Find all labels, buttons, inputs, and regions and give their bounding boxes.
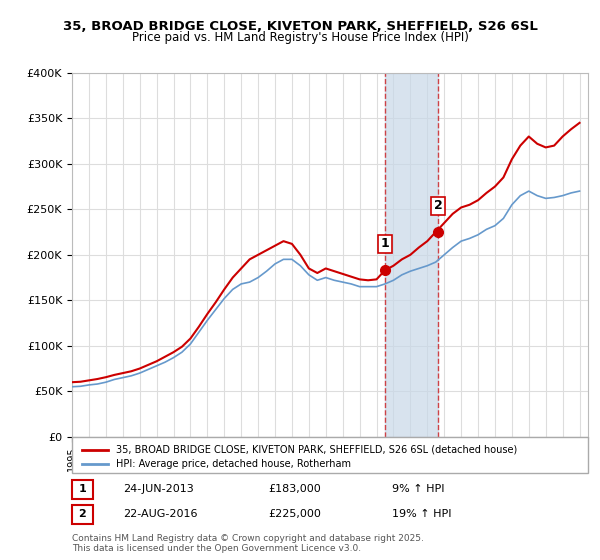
Text: 2: 2	[79, 509, 86, 519]
Text: 19% ↑ HPI: 19% ↑ HPI	[392, 509, 451, 519]
35, BROAD BRIDGE CLOSE, KIVETON PARK, SHEFFIELD, S26 6SL (detached house)	[339, 270, 346, 277]
Text: 35, BROAD BRIDGE CLOSE, KIVETON PARK, SHEFFIELD, S26 6SL: 35, BROAD BRIDGE CLOSE, KIVETON PARK, SH…	[62, 20, 538, 32]
35, BROAD BRIDGE CLOSE, KIVETON PARK, SHEFFIELD, S26 6SL (detached house)	[576, 119, 583, 126]
Text: 22-AUG-2016: 22-AUG-2016	[124, 509, 198, 519]
35, BROAD BRIDGE CLOSE, KIVETON PARK, SHEFFIELD, S26 6SL (detached house)	[68, 379, 76, 385]
HPI: Average price, detached house, Rotherham: (2.01e+03, 1.7e+05): Average price, detached house, Rotherham…	[246, 279, 253, 286]
Text: 9% ↑ HPI: 9% ↑ HPI	[392, 484, 445, 494]
35, BROAD BRIDGE CLOSE, KIVETON PARK, SHEFFIELD, S26 6SL (detached house)	[508, 156, 515, 162]
Line: 35, BROAD BRIDGE CLOSE, KIVETON PARK, SHEFFIELD, S26 6SL (detached house): 35, BROAD BRIDGE CLOSE, KIVETON PARK, SH…	[72, 123, 580, 382]
Text: £225,000: £225,000	[268, 509, 321, 519]
35, BROAD BRIDGE CLOSE, KIVETON PARK, SHEFFIELD, S26 6SL (detached house)	[246, 256, 253, 263]
35, BROAD BRIDGE CLOSE, KIVETON PARK, SHEFFIELD, S26 6SL (detached house)	[187, 335, 194, 342]
35, BROAD BRIDGE CLOSE, KIVETON PARK, SHEFFIELD, S26 6SL (detached house)	[373, 276, 380, 283]
Bar	[385, 73, 438, 437]
Text: 24-JUN-2013: 24-JUN-2013	[124, 484, 194, 494]
HPI: Average price, detached house, Rotherham: (2.01e+03, 1.65e+05): Average price, detached house, Rotherham…	[373, 283, 380, 290]
Text: 2: 2	[434, 199, 442, 212]
Text: £183,000: £183,000	[268, 484, 321, 494]
35, BROAD BRIDGE CLOSE, KIVETON PARK, SHEFFIELD, S26 6SL (detached house)	[170, 349, 177, 356]
Text: 1: 1	[79, 484, 86, 494]
HPI: Average price, detached house, Rotherham: (2e+03, 1.02e+05): Average price, detached house, Rotherham…	[187, 340, 194, 347]
Text: Price paid vs. HM Land Registry's House Price Index (HPI): Price paid vs. HM Land Registry's House …	[131, 31, 469, 44]
HPI: Average price, detached house, Rotherham: (2.02e+03, 2.55e+05): Average price, detached house, Rotherham…	[508, 202, 515, 208]
Bar	[72, 505, 92, 524]
HPI: Average price, detached house, Rotherham: (2.02e+03, 2.7e+05): Average price, detached house, Rotherham…	[576, 188, 583, 194]
Text: Contains HM Land Registry data © Crown copyright and database right 2025.
This d: Contains HM Land Registry data © Crown c…	[72, 534, 424, 553]
HPI: Average price, detached house, Rotherham: (2.02e+03, 2.7e+05): Average price, detached house, Rotherham…	[525, 188, 532, 194]
Text: HPI: Average price, detached house, Rotherham: HPI: Average price, detached house, Roth…	[116, 459, 351, 469]
Text: 35, BROAD BRIDGE CLOSE, KIVETON PARK, SHEFFIELD, S26 6SL (detached house): 35, BROAD BRIDGE CLOSE, KIVETON PARK, SH…	[116, 445, 517, 455]
HPI: Average price, detached house, Rotherham: (2.01e+03, 1.7e+05): Average price, detached house, Rotherham…	[339, 279, 346, 286]
HPI: Average price, detached house, Rotherham: (2e+03, 8.7e+04): Average price, detached house, Rotherham…	[170, 354, 177, 361]
Text: 1: 1	[380, 237, 389, 250]
Bar	[72, 479, 92, 498]
HPI: Average price, detached house, Rotherham: (2e+03, 5.5e+04): Average price, detached house, Rotherham…	[68, 384, 76, 390]
Line: HPI: Average price, detached house, Rotherham: HPI: Average price, detached house, Roth…	[72, 191, 580, 387]
